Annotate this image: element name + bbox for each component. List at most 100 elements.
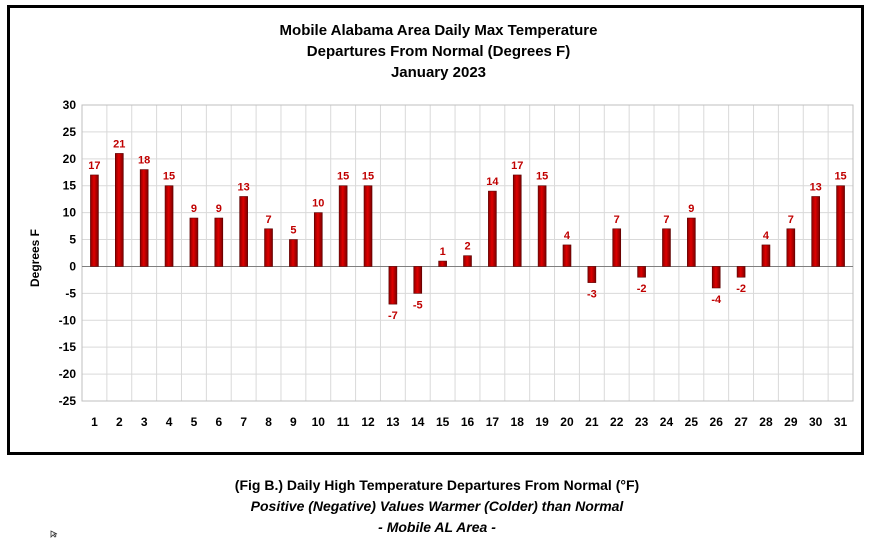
x-tick-label: 12: [361, 415, 375, 429]
caption-line-3: - Mobile AL Area -: [378, 519, 496, 535]
x-tick-label: 27: [734, 415, 748, 429]
bar: [836, 185, 845, 267]
bar: [637, 266, 646, 278]
x-tick-label: 26: [710, 415, 724, 429]
bar: [687, 217, 696, 267]
x-tick-label: 4: [166, 415, 173, 429]
data-label: -2: [637, 283, 647, 295]
x-tick-label: 3: [141, 415, 148, 429]
y-axis-ticks: 30 25 20 15 10 5 0 -5 -10 -15 -20 -25: [59, 98, 77, 408]
x-tick-label: 31: [834, 415, 848, 429]
y-tick-label: 15: [63, 179, 77, 193]
y-tick-label: 5: [69, 233, 76, 247]
x-tick-label: 2: [116, 415, 123, 429]
x-tick-label: 15: [436, 415, 450, 429]
bar: [139, 169, 149, 267]
bar: [388, 266, 398, 305]
bar: [289, 239, 298, 267]
data-label: 1: [440, 246, 446, 258]
y-tick-label: 20: [63, 152, 77, 166]
x-tick-label: 30: [809, 415, 823, 429]
y-tick-label: 10: [63, 206, 77, 220]
data-label: 7: [265, 214, 271, 226]
bar: [313, 212, 323, 267]
x-tick-label: 25: [685, 415, 699, 429]
y-tick-label: -25: [59, 394, 77, 408]
bar: [736, 266, 746, 278]
bar: [338, 185, 348, 267]
x-tick-label: 23: [635, 415, 649, 429]
bar: [115, 153, 124, 267]
x-tick-label: 22: [610, 415, 624, 429]
chart-title: Mobile Alabama Area Daily Max Temperatur…: [10, 20, 867, 83]
data-labels: 17 21 18 15 9 9 13 7 5 10 15 15 -7 -5 1 2 14 17 15 4 -3 7 -2 7 9…: [88, 138, 846, 322]
data-label: 13: [810, 181, 822, 193]
bar: [562, 244, 572, 267]
bar: [587, 266, 597, 283]
data-label: -3: [587, 289, 597, 301]
data-label: 17: [88, 160, 100, 172]
x-tick-label: 11: [337, 415, 350, 429]
y-tick-label: 25: [63, 125, 77, 139]
bar: [711, 266, 721, 289]
bar: [239, 196, 248, 267]
data-label: 4: [763, 230, 770, 242]
y-tick-label: -10: [59, 313, 77, 327]
data-label: 9: [191, 203, 197, 215]
bar: [662, 228, 671, 267]
chart-title-line-3: January 2023: [390, 64, 487, 81]
data-label: 15: [536, 171, 548, 183]
caption-line-1: (Fig B.) Daily High Temperature Departur…: [234, 477, 640, 493]
bar: [264, 228, 273, 267]
chart-frame: Mobile Alabama Area Daily Max Temperatur…: [7, 5, 864, 455]
data-label: 9: [688, 203, 694, 215]
bar: [214, 217, 224, 267]
x-tick-label: 28: [759, 415, 773, 429]
y-tick-label: -15: [59, 340, 77, 354]
data-label: 21: [113, 138, 125, 150]
x-tick-label: 6: [215, 415, 222, 429]
bar: [811, 196, 820, 267]
bar: [438, 260, 447, 267]
bar: [488, 190, 497, 267]
bar: [761, 244, 771, 267]
data-label: 7: [663, 214, 669, 226]
bar: [786, 228, 796, 267]
x-tick-label: 29: [784, 415, 798, 429]
x-tick-label: 8: [265, 415, 272, 429]
grid-lines: [81, 104, 854, 402]
chart-title-line-1: Mobile Alabama Area Daily Max Temperatur…: [279, 22, 598, 39]
x-tick-label: 19: [535, 415, 549, 429]
bar: [413, 266, 423, 294]
data-label: 5: [290, 225, 296, 237]
data-label: -4: [711, 294, 722, 306]
chart-title-line-2: Departures From Normal (Degrees F): [306, 43, 571, 60]
bar: [90, 174, 99, 267]
x-tick-label: 18: [511, 415, 525, 429]
x-tick-label: 21: [585, 415, 599, 429]
data-label: 2: [464, 241, 470, 253]
plot-area-border: [81, 104, 854, 402]
data-label: -5: [413, 299, 423, 311]
data-label: -2: [736, 283, 746, 295]
bar: [189, 217, 199, 267]
x-tick-label: 7: [240, 415, 247, 429]
x-tick-label: 20: [560, 415, 574, 429]
data-label: 15: [163, 171, 175, 183]
data-label: 9: [216, 203, 222, 215]
x-tick-label: 24: [660, 415, 674, 429]
x-tick-label: 17: [486, 415, 500, 429]
data-label: 10: [312, 198, 324, 210]
x-tick-label: 10: [312, 415, 326, 429]
bar: [363, 185, 373, 267]
x-tick-label: 13: [386, 415, 400, 429]
bar: [164, 185, 174, 267]
y-tick-label: -5: [65, 286, 76, 300]
y-tick-label: 0: [69, 259, 76, 273]
data-label: -7: [388, 310, 398, 322]
bars: [90, 153, 845, 305]
bar: [463, 255, 472, 267]
data-label: 18: [138, 155, 150, 167]
x-tick-label: 16: [461, 415, 475, 429]
